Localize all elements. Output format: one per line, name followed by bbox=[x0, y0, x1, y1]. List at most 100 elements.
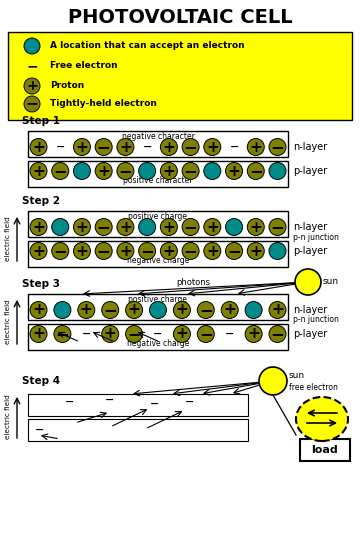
FancyBboxPatch shape bbox=[300, 439, 350, 461]
Text: +: + bbox=[162, 164, 175, 178]
Circle shape bbox=[30, 301, 47, 318]
Text: +: + bbox=[228, 164, 240, 178]
Text: +: + bbox=[206, 139, 219, 154]
Text: +: + bbox=[32, 164, 45, 178]
Text: +: + bbox=[223, 302, 236, 318]
Text: +: + bbox=[175, 326, 188, 342]
Circle shape bbox=[30, 139, 47, 156]
Circle shape bbox=[160, 243, 177, 259]
Text: +: + bbox=[119, 244, 132, 258]
Circle shape bbox=[204, 163, 221, 180]
Text: +: + bbox=[76, 219, 89, 234]
Text: +: + bbox=[206, 244, 219, 258]
Text: +: + bbox=[247, 326, 260, 342]
Text: −: − bbox=[53, 162, 67, 180]
Text: −: − bbox=[97, 218, 111, 236]
Text: +: + bbox=[97, 164, 110, 178]
Circle shape bbox=[73, 163, 90, 180]
Circle shape bbox=[259, 367, 287, 395]
Text: −: − bbox=[127, 325, 141, 343]
Text: +: + bbox=[249, 139, 262, 154]
Text: −: − bbox=[105, 395, 115, 405]
Text: −: − bbox=[103, 301, 117, 319]
Text: −: − bbox=[271, 325, 284, 343]
FancyBboxPatch shape bbox=[28, 161, 288, 187]
Circle shape bbox=[221, 301, 238, 318]
Circle shape bbox=[30, 163, 47, 180]
Text: +: + bbox=[206, 219, 219, 234]
Text: +: + bbox=[104, 326, 117, 342]
Text: Proton: Proton bbox=[50, 82, 84, 90]
Circle shape bbox=[182, 163, 199, 180]
Text: +: + bbox=[32, 244, 45, 258]
Text: +: + bbox=[32, 219, 45, 234]
Circle shape bbox=[95, 219, 112, 236]
FancyBboxPatch shape bbox=[28, 131, 288, 157]
Text: +: + bbox=[128, 302, 140, 318]
Text: −: − bbox=[65, 397, 75, 407]
FancyBboxPatch shape bbox=[28, 419, 248, 441]
Text: −: − bbox=[225, 329, 234, 339]
Circle shape bbox=[160, 163, 177, 180]
Circle shape bbox=[247, 243, 264, 259]
Text: Tightly-held electron: Tightly-held electron bbox=[50, 100, 157, 108]
Text: +: + bbox=[162, 219, 175, 234]
Circle shape bbox=[160, 219, 177, 236]
Text: Step 3: Step 3 bbox=[22, 279, 60, 289]
Circle shape bbox=[139, 163, 156, 180]
Text: −: − bbox=[249, 162, 263, 180]
Circle shape bbox=[73, 139, 90, 156]
Text: electric field: electric field bbox=[5, 394, 11, 440]
FancyBboxPatch shape bbox=[28, 324, 288, 350]
Circle shape bbox=[95, 163, 112, 180]
Circle shape bbox=[30, 219, 47, 236]
Circle shape bbox=[174, 301, 190, 318]
Text: −: − bbox=[184, 162, 198, 180]
Circle shape bbox=[149, 301, 166, 318]
Text: +: + bbox=[80, 302, 93, 318]
Circle shape bbox=[269, 163, 286, 180]
Text: −: − bbox=[199, 325, 213, 343]
Circle shape bbox=[204, 243, 221, 259]
Text: sun: sun bbox=[323, 277, 339, 287]
Circle shape bbox=[117, 163, 134, 180]
Circle shape bbox=[54, 301, 71, 318]
Text: −: − bbox=[271, 138, 284, 156]
Circle shape bbox=[24, 38, 40, 54]
Text: −: − bbox=[184, 242, 198, 260]
Circle shape bbox=[247, 219, 264, 236]
Circle shape bbox=[126, 301, 143, 318]
Text: +: + bbox=[249, 219, 262, 234]
Text: +: + bbox=[162, 139, 175, 154]
Text: p-layer: p-layer bbox=[293, 329, 327, 339]
Circle shape bbox=[30, 243, 47, 259]
Text: +: + bbox=[32, 139, 45, 154]
Circle shape bbox=[54, 325, 71, 343]
FancyBboxPatch shape bbox=[28, 394, 248, 416]
Text: +: + bbox=[76, 244, 89, 258]
Circle shape bbox=[182, 139, 199, 156]
Text: +: + bbox=[32, 326, 45, 342]
Text: −: − bbox=[97, 242, 111, 260]
Text: −: − bbox=[184, 138, 198, 156]
Text: p-n junction: p-n junction bbox=[293, 316, 339, 325]
Circle shape bbox=[95, 139, 112, 156]
Circle shape bbox=[117, 243, 134, 259]
Text: −: − bbox=[229, 142, 239, 152]
FancyBboxPatch shape bbox=[8, 32, 352, 120]
Circle shape bbox=[139, 243, 156, 259]
Text: +: + bbox=[119, 219, 132, 234]
Text: −: − bbox=[97, 138, 111, 156]
Text: A location that can accept an electron: A location that can accept an electron bbox=[50, 41, 245, 51]
Text: n-layer: n-layer bbox=[293, 142, 327, 152]
Text: +: + bbox=[26, 79, 38, 93]
Text: photons: photons bbox=[176, 278, 210, 287]
Circle shape bbox=[30, 325, 47, 343]
Circle shape bbox=[160, 139, 177, 156]
Text: PHOTOVOLTAIC CELL: PHOTOVOLTAIC CELL bbox=[68, 8, 292, 27]
Text: −: − bbox=[55, 142, 65, 152]
Circle shape bbox=[226, 163, 243, 180]
Circle shape bbox=[139, 219, 156, 236]
Text: p-layer: p-layer bbox=[293, 166, 327, 176]
Text: negative character: negative character bbox=[122, 132, 194, 141]
